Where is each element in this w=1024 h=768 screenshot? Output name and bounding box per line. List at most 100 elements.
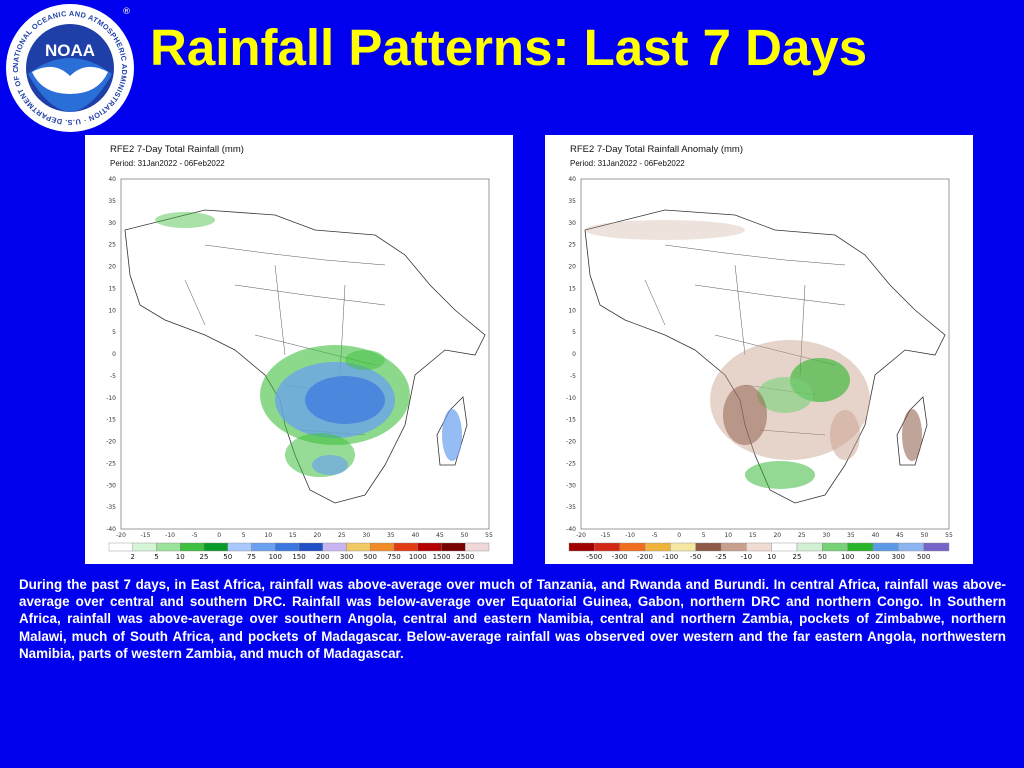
colorbar-label: 150 [292, 553, 305, 561]
x-tick-label: 40 [412, 532, 420, 539]
x-tick-label: 30 [363, 532, 371, 539]
colorbar-label: -100 [662, 553, 678, 561]
colorbar-swatch [370, 542, 395, 552]
rainfall-anomaly-map-panel: 40 35 30 25 20 15 10 5 0 -5 -10 -15 -20 -25 -30 -35 -40 … [545, 135, 973, 564]
colorbar-swatch [132, 542, 157, 552]
y-tick-label: -5 [570, 373, 576, 380]
colorbar-swatch [746, 542, 772, 552]
x-tick-label: 5 [242, 532, 246, 539]
colorbar-label: 2500 [456, 553, 474, 561]
colorbar-label: 50 [223, 553, 232, 561]
colorbar-swatch [298, 542, 323, 552]
x-tick-label: 0 [217, 532, 221, 539]
colorbar-swatch [822, 542, 848, 552]
x-tick-label: -20 [116, 532, 126, 539]
y-tick-label: -35 [106, 504, 116, 511]
colorbar-label: 100 [841, 553, 854, 561]
x-tick-label: 10 [264, 532, 272, 539]
x-tick-label: 15 [749, 532, 757, 539]
colorbar-label: 1500 [433, 553, 451, 561]
x-tick-label: -10 [625, 532, 635, 539]
y-tick-label: 5 [112, 329, 116, 336]
y-tick-label: 20 [568, 264, 576, 271]
x-tick-label: 10 [724, 532, 732, 539]
y-tick-label: 25 [568, 242, 576, 249]
y-tick-label: -30 [566, 482, 576, 489]
colorbar-label: 2 [131, 553, 135, 561]
y-tick-label: -25 [106, 460, 116, 467]
colorbar: -500 -300 -200 -100 -50 -25 -10 10 25 50 100 200 300… [568, 542, 950, 561]
colorbar: 2 5 10 25 50 75 100 150 200 300 500 750 1000 1500 2500 [108, 542, 490, 561]
x-axis-ticks: -20 -15 -10 -5 0 5 10 15 20 25 30 35 40 45 50 55 [116, 532, 493, 539]
rainfall-total-map-panel: 40 35 30 25 20 15 10 5 0 -5 -10 -15 -20 -25 -30 -35 -40 … [85, 135, 513, 564]
y-tick-label: -35 [566, 504, 576, 511]
colorbar-swatch [695, 542, 722, 552]
y-tick-label: -10 [566, 395, 576, 402]
y-tick-label: -10 [106, 395, 116, 402]
x-tick-label: 35 [387, 532, 395, 539]
x-tick-label: 50 [461, 532, 469, 539]
colorbar-label: 1000 [409, 553, 427, 561]
y-tick-label: 5 [572, 329, 576, 336]
rainfall-anomaly-map: 4035302520151050-5-10-15-20-25-30-35-40 … [566, 176, 953, 561]
y-tick-label: 0 [112, 351, 116, 358]
y-tick-label: -25 [566, 460, 576, 467]
caption-text: During the past 7 days, in East Africa, … [19, 577, 1006, 661]
colorbar-swatch [898, 542, 924, 552]
x-tick-label: 30 [823, 532, 831, 539]
map-title: RFE2 7-Day Total Rainfall (mm) [110, 144, 244, 155]
y-tick-label: 40 [108, 176, 116, 183]
colorbar-swatch [180, 542, 205, 552]
y-tick-label: 30 [568, 220, 576, 227]
y-tick-label: 20 [108, 264, 116, 271]
y-tick-label: 0 [572, 351, 576, 358]
colorbar-label: 10 [767, 553, 776, 561]
colorbar-label: -50 [690, 553, 701, 561]
colorbar-label: -10 [741, 553, 752, 561]
x-tick-label: 45 [436, 532, 444, 539]
colorbar-swatch [568, 542, 595, 552]
colorbar-swatch [771, 542, 798, 552]
y-tick-label: -20 [106, 439, 116, 446]
y-tick-label: -40 [106, 526, 116, 533]
rainfall-total-map: 4035302520151050-5-10-15-20-25-30-35-40 … [106, 176, 493, 561]
x-tick-label: 45 [896, 532, 904, 539]
y-tick-label: 30 [108, 220, 116, 227]
x-tick-label: -15 [601, 532, 611, 539]
x-tick-label: 15 [289, 532, 297, 539]
colorbar-label: 500 [917, 553, 930, 561]
colorbar-label: 75 [247, 553, 256, 561]
x-tick-label: 50 [921, 532, 929, 539]
x-tick-label: 55 [485, 532, 493, 539]
colorbar-label: 200 [866, 553, 879, 561]
colorbar-label: -200 [637, 553, 653, 561]
x-tick-label: -15 [141, 532, 151, 539]
y-tick-label: 35 [108, 198, 116, 205]
colorbar-label: 500 [364, 553, 377, 561]
y-tick-label: 10 [108, 307, 116, 314]
y-tick-label: -15 [106, 417, 116, 424]
noaa-logo-text: NOAA [45, 41, 95, 60]
colorbar-label: 25 [200, 553, 209, 561]
colorbar-swatch [203, 542, 228, 552]
colorbar-swatch [796, 542, 823, 552]
colorbar-label: 200 [316, 553, 329, 561]
y-tick-label: 25 [108, 242, 116, 249]
x-tick-label: 5 [702, 532, 706, 539]
colorbar-label: 300 [892, 553, 905, 561]
colorbar-swatch [108, 542, 133, 552]
colorbar-swatch [720, 542, 747, 552]
colorbar-swatch [923, 542, 950, 552]
colorbar-swatch [594, 542, 620, 552]
colorbar-label: 750 [387, 553, 400, 561]
colorbar-swatch [156, 542, 181, 552]
x-tick-label: 25 [338, 532, 346, 539]
x-tick-label: 55 [945, 532, 953, 539]
colorbar-swatch [393, 542, 418, 552]
colorbar-swatch [465, 542, 490, 552]
x-tick-label: 40 [872, 532, 880, 539]
x-tick-label: -5 [192, 532, 198, 539]
colorbar-label: 100 [269, 553, 282, 561]
y-tick-label: -5 [110, 373, 116, 380]
colorbar-label: 10 [176, 553, 185, 561]
